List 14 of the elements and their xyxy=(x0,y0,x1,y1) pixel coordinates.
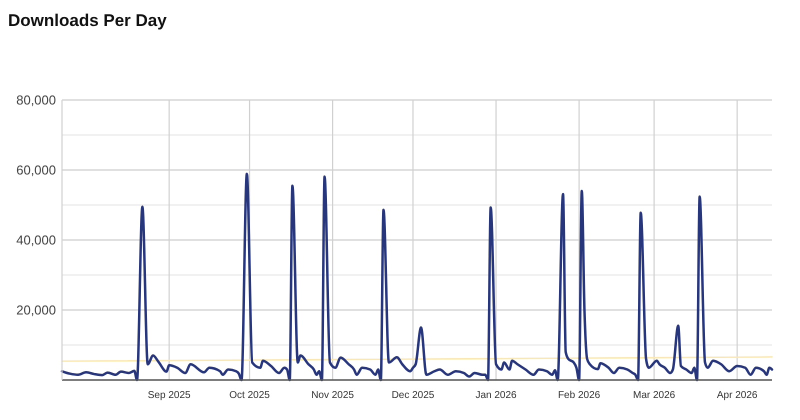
line-series xyxy=(60,172,774,382)
x-tick-label: Dec 2025 xyxy=(392,390,435,401)
x-tick-label: Apr 2026 xyxy=(716,390,758,401)
x-tick-label: Feb 2026 xyxy=(558,390,601,401)
y-tick-label: 60,000 xyxy=(16,162,56,178)
y-tick-label: 80,000 xyxy=(16,92,56,108)
x-tick-label: Mar 2026 xyxy=(632,390,676,401)
chart-title: Downloads Per Day xyxy=(8,11,168,30)
x-tick-label: Jan 2026 xyxy=(475,390,518,401)
x-tick-label: Sep 2025 xyxy=(148,390,192,401)
y-tick-label: 40,000 xyxy=(16,232,56,248)
x-tick-label: Nov 2025 xyxy=(311,390,354,401)
y-tick-label: 20,000 xyxy=(16,302,56,318)
x-tick-label: Oct 2025 xyxy=(229,390,270,401)
